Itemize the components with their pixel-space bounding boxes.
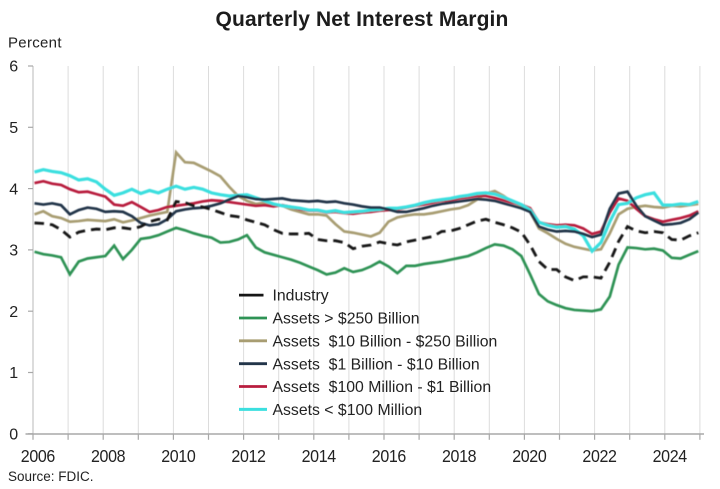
svg-text:5: 5	[9, 120, 18, 137]
svg-text:Industry: Industry	[273, 288, 329, 305]
svg-text:2016: 2016	[372, 446, 406, 466]
svg-text:1: 1	[9, 365, 18, 382]
svg-text:2: 2	[9, 304, 18, 321]
svg-text:Source: FDIC.: Source: FDIC.	[8, 469, 94, 484]
svg-text:Assets $100 Million - $1 Bill: Assets $100 Million - $1 Billion	[273, 379, 492, 396]
svg-text:2012: 2012	[231, 446, 265, 466]
svg-text:Assets $10 Billion - $250 Bil: Assets $10 Billion - $250 Billion	[273, 333, 498, 350]
svg-text:0: 0	[9, 427, 18, 444]
svg-text:6: 6	[9, 59, 18, 76]
svg-text:4: 4	[9, 181, 18, 198]
svg-text:3: 3	[9, 243, 18, 260]
svg-text:2018: 2018	[442, 446, 476, 466]
svg-text:2010: 2010	[161, 446, 195, 466]
svg-text:2022: 2022	[582, 446, 616, 466]
svg-text:Quarterly Net Interest Margin: Quarterly Net Interest Margin	[216, 8, 509, 31]
svg-text:2020: 2020	[512, 446, 546, 466]
svg-text:2006: 2006	[21, 446, 55, 466]
svg-text:2014: 2014	[302, 446, 336, 466]
svg-text:Percent: Percent	[8, 35, 62, 52]
svg-text:2024: 2024	[653, 446, 687, 466]
svg-text:Assets $1 Billion - $10 Billi: Assets $1 Billion - $10 Billion	[273, 356, 480, 373]
svg-text:2008: 2008	[91, 446, 125, 466]
svg-text:Assets > $250 Billion: Assets > $250 Billion	[273, 311, 420, 328]
svg-text:Assets < $100 Million: Assets < $100 Million	[273, 402, 423, 419]
